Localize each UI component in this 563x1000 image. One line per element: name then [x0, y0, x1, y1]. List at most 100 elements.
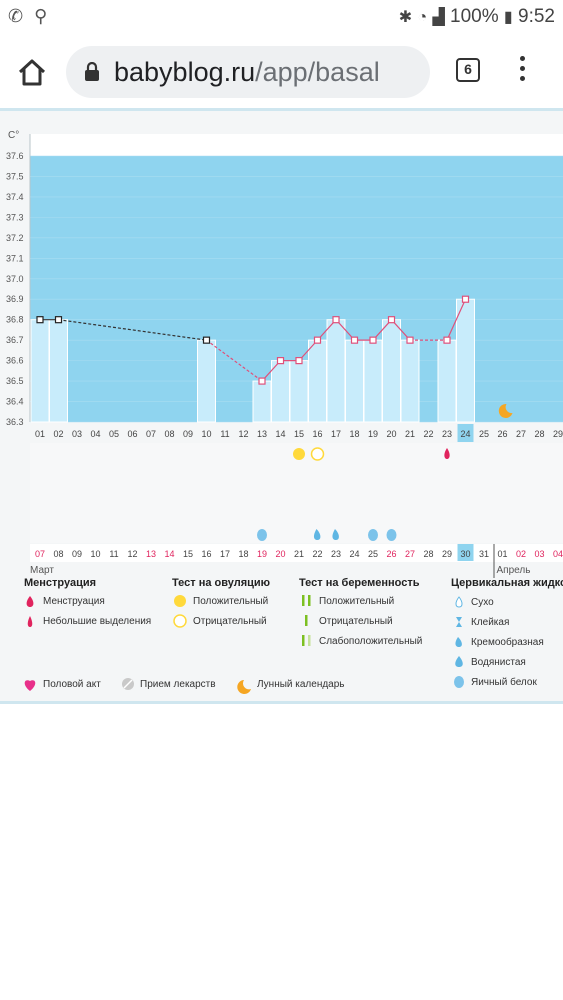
x-bottom-label: 23	[331, 549, 341, 559]
creamy-icon	[332, 529, 339, 540]
x-bottom-label: 21	[294, 549, 304, 559]
home-icon[interactable]	[16, 56, 48, 88]
x-top-label: 05	[109, 429, 119, 439]
ovulation-positive-legend-icon	[174, 595, 186, 607]
legend-item-cervical: Водянистая	[471, 657, 526, 668]
temperature-point	[295, 357, 303, 365]
y-tick-label: 37.6	[6, 151, 24, 161]
ovulation-negative-legend-icon	[173, 614, 187, 628]
x-bottom-label: 10	[90, 549, 100, 559]
temperature-point	[387, 316, 396, 324]
temperature-bar	[437, 339, 457, 423]
x-top-label: 04	[90, 429, 100, 439]
temperature-point	[332, 316, 340, 324]
legend-item-pregnancy: Отрицательный	[319, 616, 393, 627]
x-bottom-label: 14	[164, 549, 174, 559]
x-bottom-label: 19	[257, 549, 267, 559]
x-top-label: 09	[183, 429, 193, 439]
x-top-label: 20	[386, 429, 396, 439]
legend-item-intercourse: Половой акт	[43, 679, 101, 690]
url-text: babyblog.ru/app/basal	[114, 57, 380, 88]
url-bar[interactable]: babyblog.ru/app/basal	[66, 46, 430, 98]
egg-white-icon	[386, 529, 397, 541]
viber-icon: ✆	[8, 6, 24, 26]
y-axis-unit: C°	[8, 130, 19, 141]
url-host: babyblog.ru	[114, 57, 256, 87]
creamy-icon	[313, 529, 321, 540]
temperature-point	[54, 316, 63, 324]
x-bottom-label: 09	[72, 549, 82, 559]
x-top-label: 16	[312, 429, 322, 439]
x-top-label: 27	[516, 429, 526, 439]
legend-item-menstruation: Менструация	[43, 596, 105, 607]
x-bottom-label: 27	[405, 549, 415, 559]
x-bottom-label: 13	[146, 549, 156, 559]
tab-switcher-button[interactable]: 6	[456, 58, 480, 82]
x-top-label: 26	[497, 429, 507, 439]
y-tick-label: 37.3	[6, 212, 24, 222]
x-bottom-label: 12	[127, 549, 137, 559]
x-bottom-label: 01	[497, 549, 507, 559]
y-tick-label: 36.7	[6, 335, 24, 345]
pregnancy-positive-icon	[302, 595, 305, 606]
signal-icon: ▟	[432, 9, 445, 26]
pregnancy-weak-icon	[302, 635, 305, 646]
clock: 9:52	[518, 6, 555, 27]
y-tick-label: 36.6	[6, 356, 24, 366]
x-top-label: 10	[201, 429, 211, 439]
temperature-point	[276, 357, 285, 365]
y-tick-label: 36.3	[6, 417, 24, 427]
temperature-point	[313, 336, 322, 344]
x-bottom-label: 31	[479, 549, 489, 559]
x-bottom-label: 03	[534, 549, 544, 559]
temperature-bar	[49, 319, 68, 423]
temperature-line-segment	[446, 298, 467, 341]
x-top-label: 11	[220, 429, 229, 439]
temperature-bar	[345, 339, 364, 423]
sticky-icon	[456, 617, 462, 627]
month-label-april: Апрель	[497, 565, 531, 576]
x-top-label: 03	[72, 429, 82, 439]
egg-white-legend-icon	[454, 676, 464, 688]
lock-icon	[85, 62, 99, 81]
temperature-bar	[363, 339, 383, 423]
egg-white-icon	[368, 529, 378, 541]
y-tick-label: 36.9	[6, 294, 24, 304]
x-bottom-label: 16	[201, 549, 211, 559]
y-tick-label: 36.5	[6, 376, 24, 386]
x-top-label: 12	[238, 429, 248, 439]
x-top-label: 28	[534, 429, 544, 439]
x-bottom-label: 11	[109, 549, 118, 559]
system-icons: ✱ ◔ ▟ 100% ▮ 9:52	[399, 6, 555, 28]
temperature-point	[258, 377, 266, 385]
x-top-label: 02	[53, 429, 63, 439]
y-tick-label: 36.4	[6, 397, 24, 407]
status-bar: ✆ ⚲ ✱ ◔ ▟ 100% ▮ 9:52	[0, 0, 563, 34]
medication-icon-stroke	[123, 679, 133, 689]
pregnancy-weak-icon	[308, 635, 311, 646]
egg-white-icon	[257, 529, 267, 541]
legend-title-cervical: Цервикальная жидко	[451, 577, 563, 589]
legend-item-cervical: Яичный белок	[471, 676, 537, 688]
temperature-point	[461, 295, 470, 303]
ovulation-positive-icon	[293, 448, 305, 460]
x-top-label: 25	[479, 429, 489, 439]
legend-title-pregnancy: Тест на беременность	[299, 577, 420, 589]
legend-item-pregnancy: Положительный	[319, 596, 394, 607]
x-top-label: 19	[368, 429, 378, 439]
legend-item-moon: Лунный календарь	[257, 679, 345, 690]
x-top-label: 01	[35, 429, 45, 439]
x-top-label: 21	[405, 429, 415, 439]
legend-item-cervical: Кремообразная	[471, 636, 544, 648]
temperature-point	[350, 336, 359, 344]
menu-icon[interactable]	[516, 56, 528, 86]
bluetooth-icon: ✱	[398, 9, 413, 26]
x-bottom-label: 04	[553, 549, 563, 559]
battery-icon: ▮	[503, 9, 513, 26]
x-bottom-label: 26	[386, 549, 396, 559]
x-top-label: 22	[423, 429, 433, 439]
light-discharge-legend-icon	[27, 616, 33, 627]
x-bottom-label: 22	[312, 549, 322, 559]
legend-item-medication: Прием лекарств	[140, 679, 216, 690]
temperature-bar	[271, 360, 290, 423]
